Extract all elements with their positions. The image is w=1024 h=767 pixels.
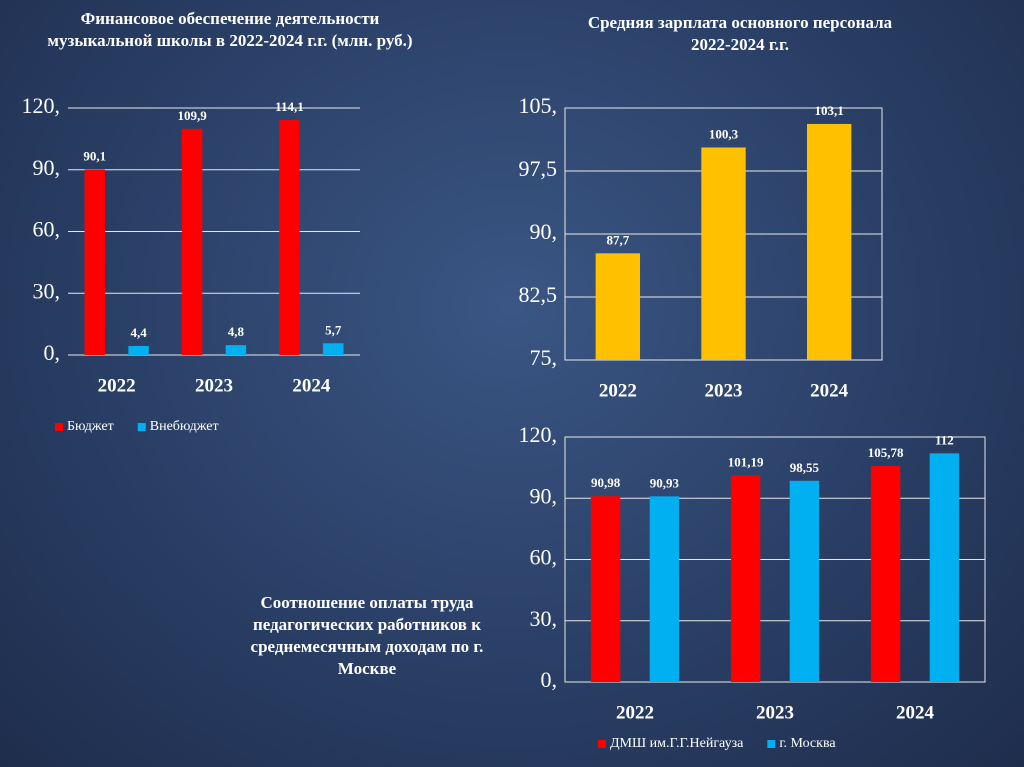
legend-label: Бюджет xyxy=(67,419,114,434)
y-tick-label: 60, xyxy=(530,545,558,570)
y-tick-label: 0, xyxy=(44,340,61,365)
legend-marker xyxy=(137,423,146,431)
bar xyxy=(279,120,300,355)
y-tick-label: 90, xyxy=(33,155,61,180)
y-tick-label: 30, xyxy=(530,606,558,631)
value-label: 101,19 xyxy=(728,454,764,469)
bar xyxy=(590,496,621,682)
y-tick-label: 120, xyxy=(519,422,558,447)
value-label: 87,7 xyxy=(606,232,629,247)
bar xyxy=(323,343,344,355)
value-label: 90,1 xyxy=(83,149,106,164)
bar xyxy=(870,466,901,682)
bar xyxy=(806,123,852,361)
x-tick-label: 2024 xyxy=(292,375,331,396)
value-label: 100,3 xyxy=(709,126,739,141)
bar xyxy=(789,480,820,682)
legend-marker xyxy=(598,740,606,748)
x-tick-label: 2023 xyxy=(195,375,233,396)
value-label: 4,4 xyxy=(130,325,147,340)
value-label: 4,8 xyxy=(228,324,245,339)
y-tick-label: 97,5 xyxy=(519,156,558,181)
y-tick-label: 0, xyxy=(541,667,558,692)
bar xyxy=(128,345,149,355)
x-tick-label: 2024 xyxy=(810,380,849,401)
y-tick-label: 30, xyxy=(33,278,61,303)
bar xyxy=(84,169,105,355)
legend-label: ДМШ им.Г.Г.Нейгауза xyxy=(610,736,744,751)
y-tick-label: 105, xyxy=(519,93,558,118)
y-tick-label: 90, xyxy=(530,219,558,244)
value-label: 112 xyxy=(935,432,954,447)
value-label: 105,78 xyxy=(868,445,904,460)
bar xyxy=(595,253,641,360)
y-tick-label: 90, xyxy=(530,483,558,508)
bar xyxy=(730,475,761,682)
bar xyxy=(225,345,247,355)
x-tick-label: 2023 xyxy=(756,702,794,723)
value-label: 90,93 xyxy=(650,475,680,490)
value-label: 109,9 xyxy=(177,108,207,123)
chart-title: Финансовое обеспечение деятельности музы… xyxy=(47,9,413,50)
y-tick-label: 82,5 xyxy=(519,282,558,307)
legend-label: Внебюджет xyxy=(150,419,219,434)
x-tick-label: 2024 xyxy=(896,702,935,723)
legend-marker xyxy=(767,740,776,748)
x-tick-label: 2022 xyxy=(616,702,654,723)
value-label: 90,98 xyxy=(591,475,621,490)
bar xyxy=(701,147,746,360)
value-label: 114,1 xyxy=(275,99,304,114)
bar xyxy=(929,453,960,682)
chart-title: Средняя зарплата основного персонала 202… xyxy=(587,13,893,54)
legend-label: г. Москва xyxy=(779,736,836,751)
x-tick-label: 2022 xyxy=(98,375,136,396)
bar xyxy=(181,128,203,355)
bar xyxy=(649,496,680,682)
y-tick-label: 60, xyxy=(33,217,61,242)
value-label: 5,7 xyxy=(325,322,342,337)
legend-marker xyxy=(55,423,63,431)
chart-title: Соотношение оплаты труда педагогических … xyxy=(250,593,484,678)
x-tick-label: 2023 xyxy=(705,380,743,401)
value-label: 98,55 xyxy=(790,460,820,475)
y-tick-label: 120, xyxy=(22,93,61,118)
x-tick-label: 2022 xyxy=(599,380,637,401)
y-tick-label: 75, xyxy=(530,345,558,370)
value-label: 103,1 xyxy=(815,103,844,118)
